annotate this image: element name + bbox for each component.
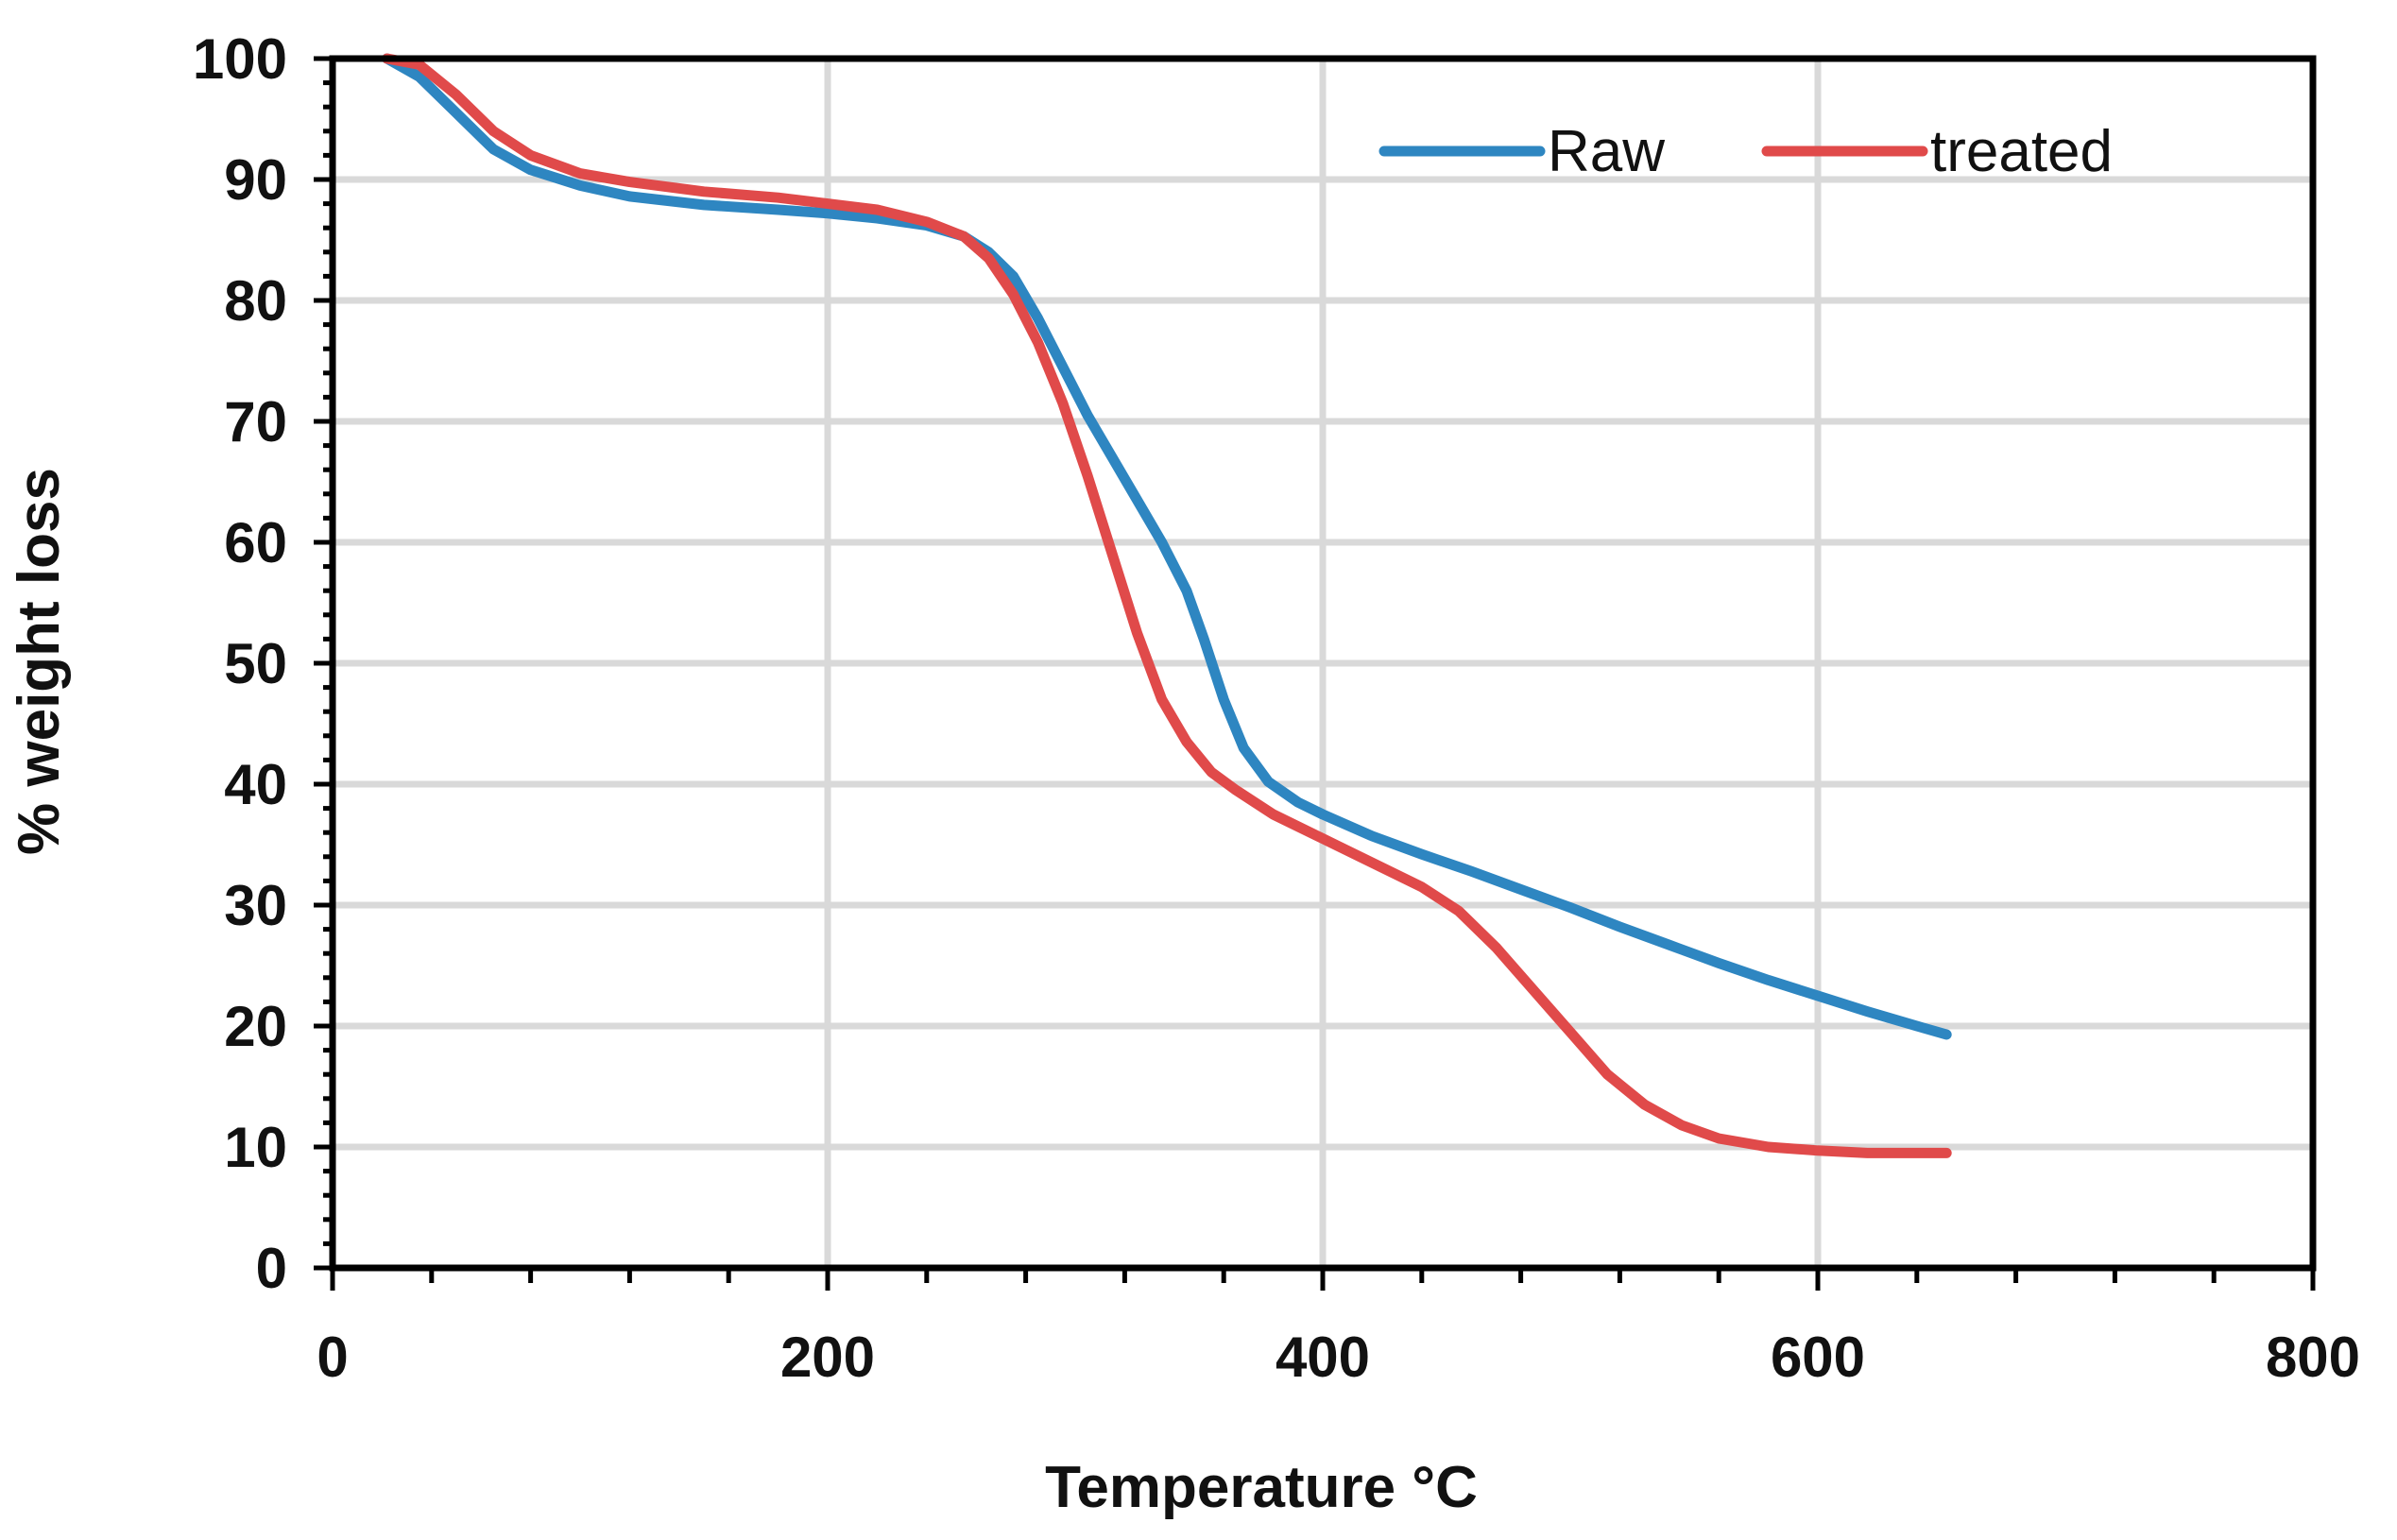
- y-tick-label: 50: [224, 632, 287, 695]
- series-line-raw: [382, 53, 1952, 1040]
- legend-label-treated: treated: [1930, 119, 2113, 184]
- y-tick-label: 10: [224, 1116, 287, 1179]
- y-tick-label: 90: [224, 148, 287, 212]
- x-tick-label: 400: [1276, 1326, 1370, 1389]
- y-tick-label: 100: [193, 27, 287, 91]
- y-tick-label: 40: [224, 753, 287, 816]
- tick-labels: 0 10 20 30 40 50 60 70 80 90 100 0 200 400 600 800: [193, 27, 2360, 1389]
- x-tick-label: 800: [2266, 1326, 2360, 1389]
- y-tick-label: 70: [224, 390, 287, 453]
- x-tick-label: 200: [780, 1326, 875, 1389]
- y-axis-title: % weight loss: [7, 468, 72, 855]
- axes: [314, 55, 2317, 1291]
- x-tick-label: 0: [317, 1326, 348, 1389]
- y-tick-label: 20: [224, 995, 287, 1058]
- legend-label-raw: Raw: [1548, 119, 1665, 184]
- y-tick-label: 0: [256, 1237, 287, 1300]
- gridlines: [333, 59, 2313, 1268]
- x-tick-label: 600: [1771, 1326, 1865, 1389]
- series-lines: [382, 53, 1952, 1158]
- legend: Raw treated: [1378, 119, 2113, 184]
- series-line-treated: [382, 53, 1952, 1158]
- x-axis-title: Temperature °C: [1045, 1455, 1478, 1520]
- y-tick-label: 60: [224, 511, 287, 574]
- y-tick-label: 30: [224, 874, 287, 937]
- y-tick-label: 80: [224, 269, 287, 333]
